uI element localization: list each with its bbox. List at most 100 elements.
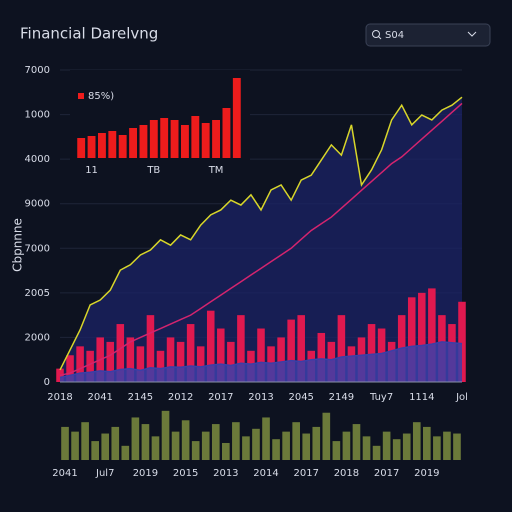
bar [166, 337, 175, 382]
bar [108, 131, 117, 158]
bar [227, 341, 235, 382]
x-tick-label: 2017 [293, 468, 318, 479]
bar [81, 422, 89, 460]
bar [149, 120, 158, 158]
bar [453, 433, 461, 460]
bar [66, 355, 74, 382]
y-axis-label: Cbpnnne [11, 218, 25, 272]
legend-swatch [78, 93, 84, 99]
bar [433, 436, 441, 460]
x-tick-label: 2019 [133, 468, 158, 479]
bar [201, 431, 210, 460]
bar [287, 319, 295, 382]
area [60, 341, 462, 382]
bar [458, 301, 466, 382]
y-tick-label: 7000 [25, 243, 50, 254]
bar [428, 288, 436, 382]
bar [77, 138, 86, 158]
bar [180, 125, 189, 158]
bar [139, 125, 148, 158]
y-tick-label: 9000 [25, 199, 50, 210]
bar [161, 410, 170, 460]
bar [151, 436, 160, 460]
bar [372, 445, 381, 460]
x-tick-label: TM [208, 165, 224, 176]
bar [206, 310, 215, 382]
bar [171, 431, 180, 460]
search-icon [372, 30, 380, 38]
x-tick-label: 11 [85, 165, 98, 176]
bar [242, 436, 250, 460]
bar [237, 315, 245, 382]
bar [282, 431, 290, 460]
bar [160, 118, 169, 158]
x-tick-label: Tuy7 [369, 392, 393, 403]
bar [232, 78, 241, 158]
bar [116, 324, 125, 382]
bar [423, 426, 431, 460]
x-tick-label: 2041 [87, 392, 112, 403]
bar [412, 422, 421, 460]
line [59, 96, 463, 371]
y-tick-label: 7000 [25, 65, 50, 76]
bar [201, 123, 210, 158]
bar [101, 433, 110, 460]
bar [181, 420, 190, 460]
x-tick-label: 2014 [253, 468, 278, 479]
bar [156, 350, 165, 382]
bar [121, 445, 130, 460]
bar [196, 346, 205, 382]
x-tick-label: 2019 [414, 468, 439, 479]
x-tick-label: Jol [455, 392, 468, 403]
bar [382, 431, 391, 460]
bar [362, 436, 371, 460]
bar [367, 324, 376, 382]
x-tick-label: 2145 [128, 392, 153, 403]
chevron [467, 31, 477, 37]
title: Financial Darelvng [20, 25, 158, 43]
x-tick-label: 2015 [173, 468, 198, 479]
x-tick-label: 2045 [288, 392, 313, 403]
bar [131, 417, 140, 460]
bar [146, 315, 155, 382]
bar [312, 426, 321, 460]
bar [252, 428, 260, 460]
bar [277, 337, 285, 382]
dropdown-box[interactable] [365, 23, 491, 47]
bar [86, 350, 94, 382]
x-tick-label: TB [146, 165, 160, 176]
bar [136, 346, 145, 382]
bar [91, 441, 99, 460]
dropdown[interactable]: S04 [365, 23, 491, 47]
dropdown-label: S04 [385, 30, 404, 41]
bar [292, 422, 300, 460]
y-tick-label: 4000 [25, 154, 50, 165]
x-tick-label: 2041 [52, 468, 77, 479]
bar [443, 431, 451, 460]
bar [317, 332, 326, 382]
bar [71, 431, 79, 460]
y-tick-label: 1000 [25, 110, 50, 121]
bar [212, 120, 221, 158]
y-tick-label: 2005 [25, 288, 50, 299]
x-tick-label: Jul7 [95, 468, 114, 479]
y-tick-label: 0 [44, 377, 50, 388]
bar [129, 128, 138, 158]
bar [302, 433, 311, 460]
x-tick-label: 2013 [213, 468, 238, 479]
x-tick-label: 2013 [248, 392, 273, 403]
search-icon [378, 36, 382, 40]
x-tick-label: 2012 [168, 392, 193, 403]
area-fill [60, 97, 462, 382]
bar [106, 341, 115, 382]
bar [392, 439, 401, 460]
line [59, 341, 463, 379]
bar [337, 315, 346, 382]
bar [111, 426, 120, 460]
x-tick-label: 2017 [374, 468, 399, 479]
bar [176, 341, 185, 382]
bar [97, 133, 106, 158]
bar [407, 297, 416, 382]
bar [170, 120, 179, 158]
